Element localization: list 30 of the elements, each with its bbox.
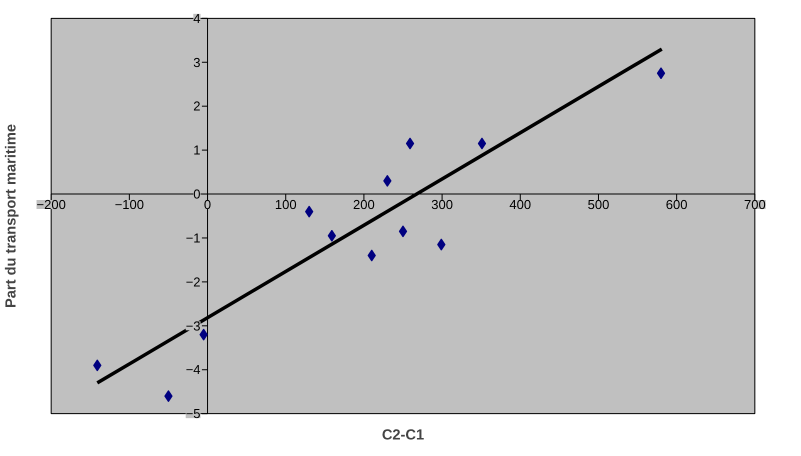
y-tick-label: 2 xyxy=(193,98,201,114)
x-tick-label: 200 xyxy=(353,197,375,212)
y-tick-label: 3 xyxy=(193,54,201,70)
x-tick-label: 300 xyxy=(431,197,453,212)
point xyxy=(406,138,414,150)
point xyxy=(398,225,408,238)
y-tick-label: 0 xyxy=(193,186,201,202)
x-tick-label: 500 xyxy=(588,197,610,212)
point xyxy=(328,230,336,242)
x-tick-label: 100 xyxy=(274,197,297,212)
x-tick-label: 700 xyxy=(744,197,766,212)
y-tick-label: −2 xyxy=(186,274,201,290)
point xyxy=(164,390,173,402)
x-tick-label: −100 xyxy=(114,197,144,212)
y-tick-label: −3 xyxy=(186,318,201,334)
point xyxy=(478,138,486,150)
y-tick-label: 1 xyxy=(193,142,201,158)
y-tick-label: −4 xyxy=(186,362,201,378)
x-tick-label: −200 xyxy=(36,197,66,212)
point xyxy=(383,174,392,187)
y-tick-label: −1 xyxy=(186,230,201,246)
x-axis-title: C2-C1 xyxy=(382,428,424,444)
x-tick-label: 0 xyxy=(204,197,212,212)
point xyxy=(656,67,666,80)
x-tick-label: 600 xyxy=(666,197,688,212)
x-tick-label: 400 xyxy=(509,197,532,212)
point xyxy=(199,328,208,341)
y-tick-label: 4 xyxy=(193,10,201,26)
y-tick-label: −5 xyxy=(186,406,201,422)
y-axis-title: Part du transport maritime xyxy=(4,124,20,308)
